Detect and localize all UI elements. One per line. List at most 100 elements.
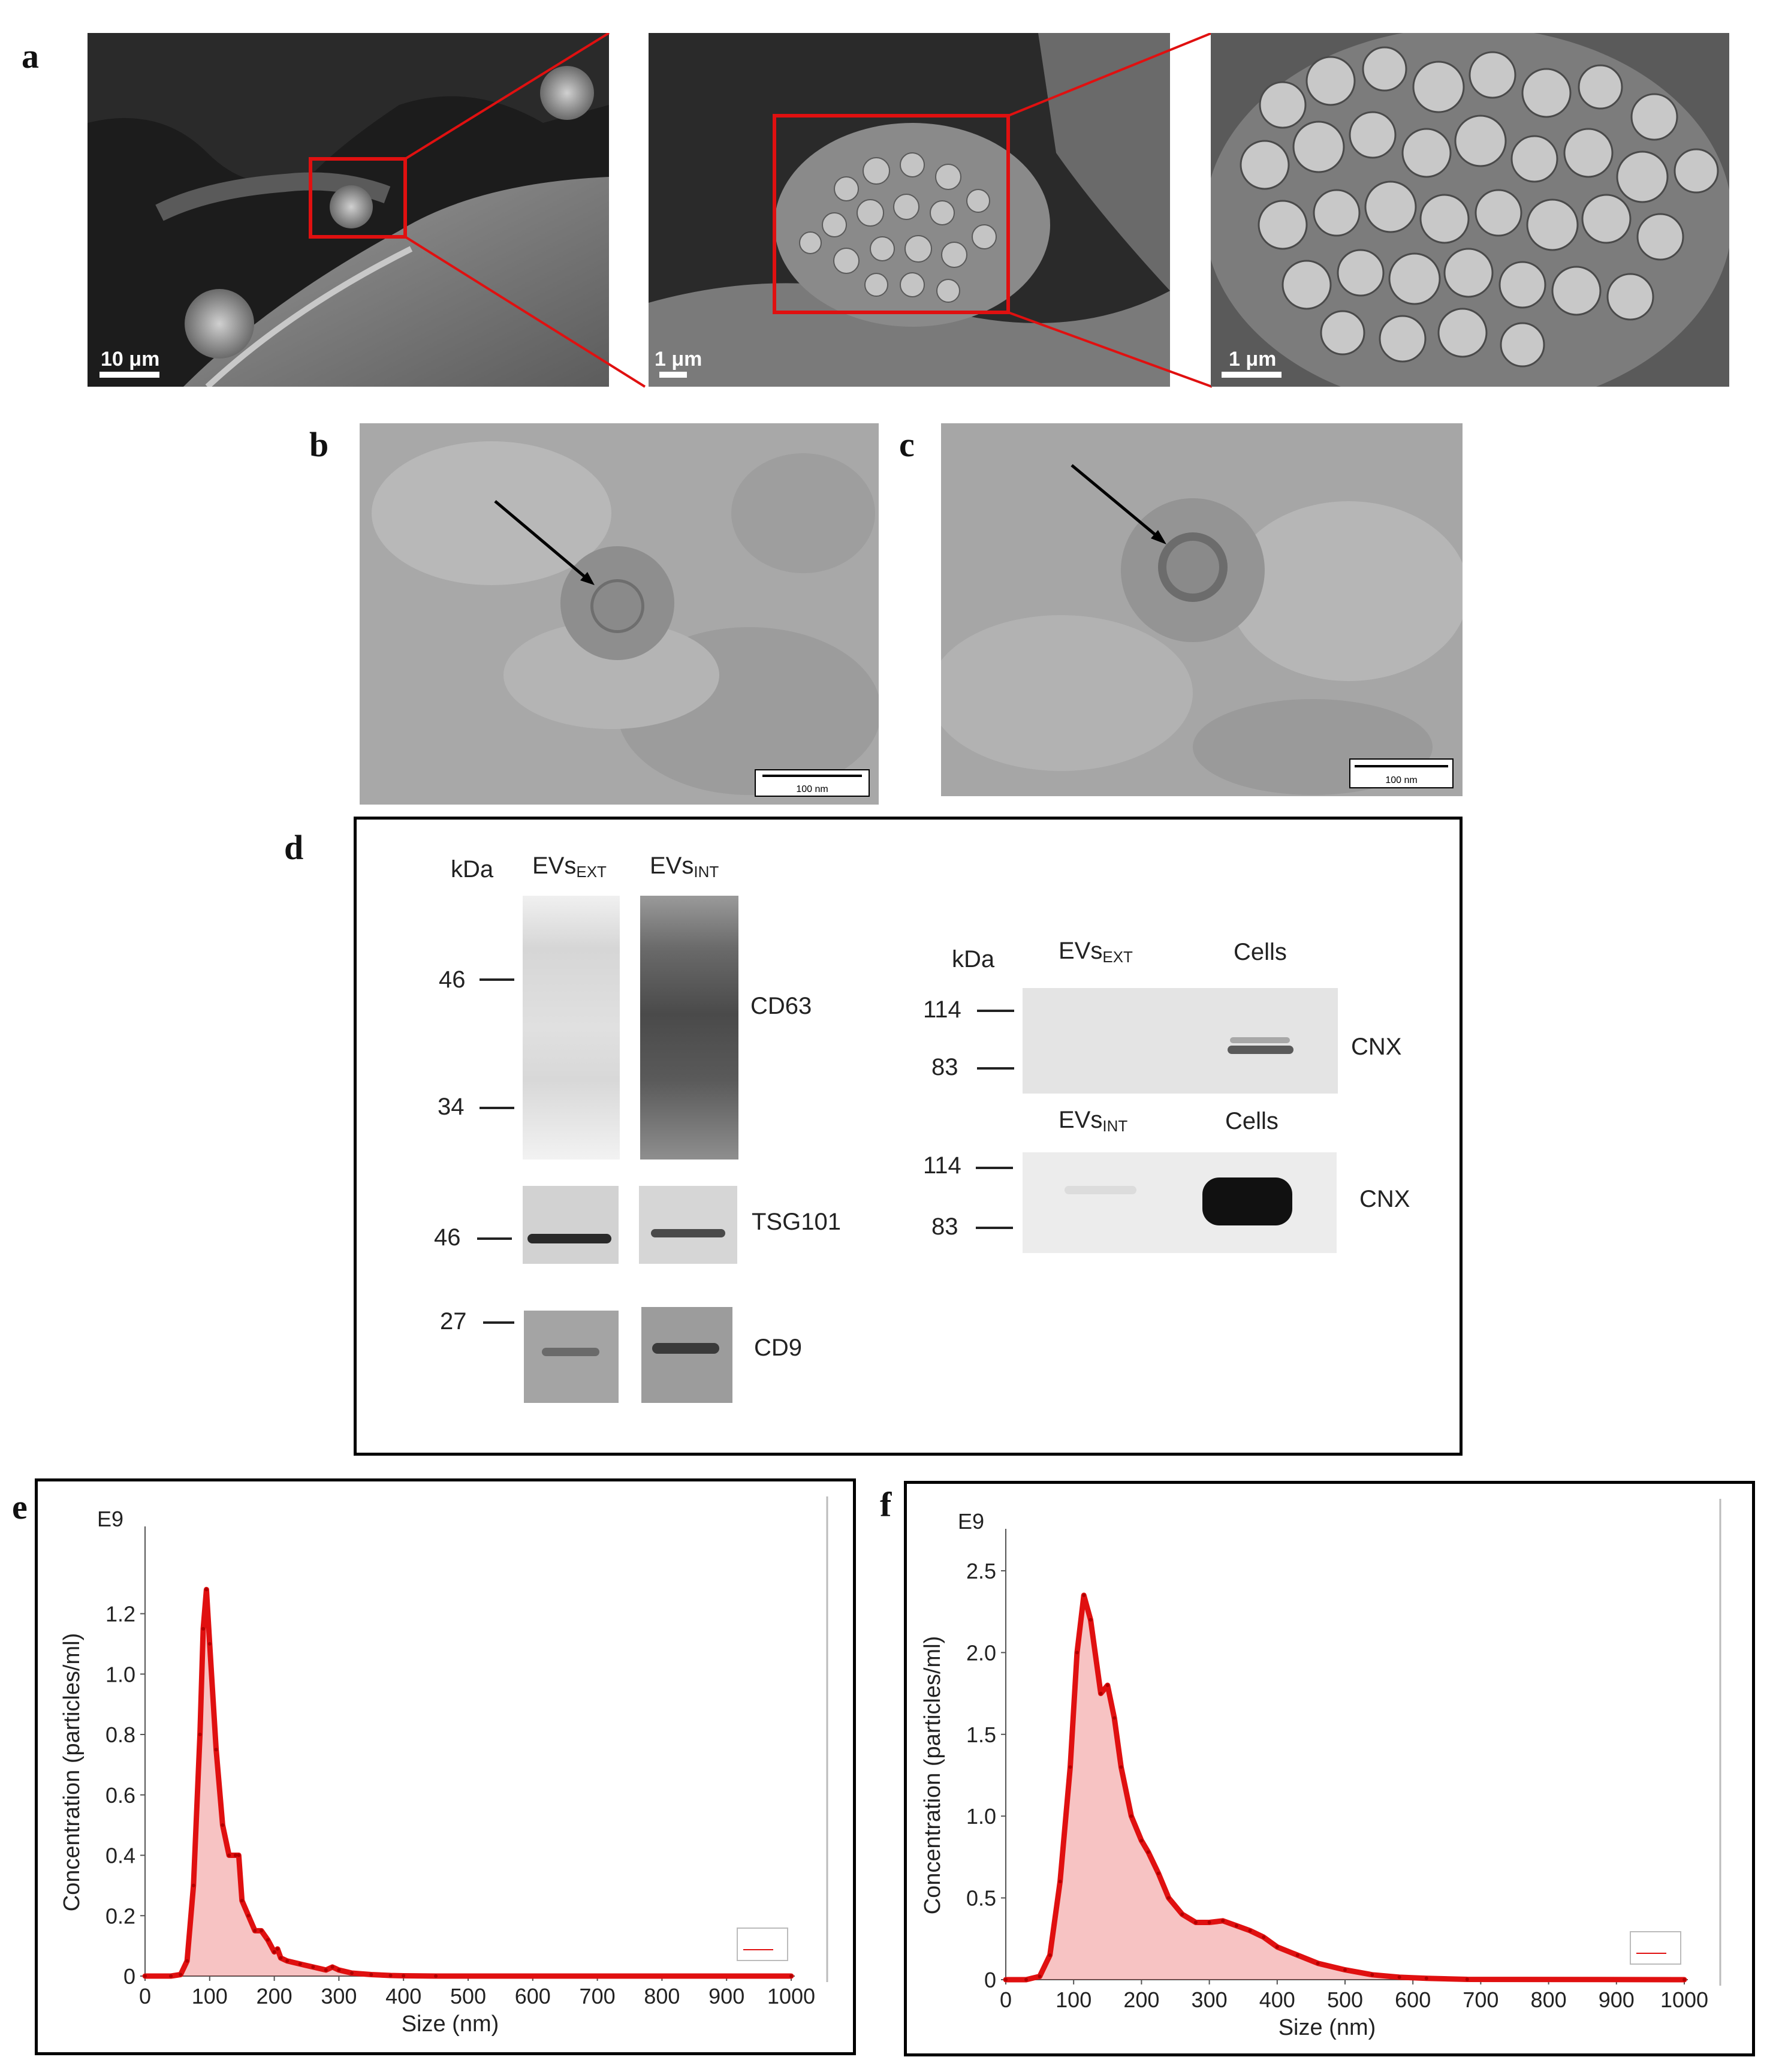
protein-label-cnx-bottom: CNX	[1359, 1186, 1410, 1212]
x-tick-label: 0	[139, 1984, 151, 2008]
panel-label-e: e	[12, 1487, 28, 1526]
marker-tick	[977, 1067, 1014, 1070]
marker-tick	[976, 1167, 1013, 1169]
data-point	[185, 1959, 189, 1963]
scalebar-label-a2: 1 μm	[655, 348, 702, 371]
data-point	[1048, 1953, 1052, 1957]
data-point	[1088, 1618, 1093, 1622]
data-point	[1343, 1968, 1347, 1972]
sem-image-high-mag: 1 μm	[1211, 33, 1729, 387]
protein-label-cd63: CD63	[750, 993, 812, 1019]
zoom-connector-2	[1008, 33, 1212, 388]
panel-f-frame	[904, 1481, 1755, 2056]
blot-cd9-evs-ext	[524, 1311, 619, 1403]
data-point	[369, 1972, 373, 1977]
data-point	[1221, 1919, 1225, 1923]
marker-tick	[477, 1237, 512, 1240]
scalebar-label-a3: 1 μm	[1229, 348, 1276, 371]
x-tick-label: 300	[1192, 1987, 1228, 2012]
marker-tick	[480, 1107, 514, 1109]
data-point	[221, 1823, 225, 1827]
x-tick-label: 100	[1056, 1987, 1091, 2012]
data-point	[260, 1929, 263, 1933]
panel-label-d: d	[284, 828, 304, 867]
tem-image-b: 100 nm	[360, 423, 879, 805]
data-point	[253, 1929, 257, 1933]
data-point	[1370, 1972, 1374, 1977]
data-point	[1004, 1978, 1008, 1981]
lane-label-cells-top: Cells	[1234, 939, 1287, 965]
data-point	[350, 1971, 354, 1975]
y-tick-label: 0.5	[966, 1886, 996, 1911]
data-point	[1316, 1961, 1320, 1965]
data-point	[1248, 1929, 1252, 1933]
y-multiplier-label: E9	[958, 1509, 984, 1534]
data-point	[1038, 1974, 1042, 1978]
data-point	[1105, 1684, 1109, 1687]
data-point	[1129, 1814, 1133, 1818]
data-point	[1024, 1978, 1028, 1981]
lane-label-evs-int: EVsINT	[650, 853, 719, 881]
kda-label-right: kDa	[952, 946, 995, 972]
data-point	[1234, 1924, 1238, 1928]
marker-114-bottom: 114	[923, 1152, 961, 1179]
y-tick-label: 0.4	[105, 1844, 135, 1868]
x-tick-label: 400	[1259, 1987, 1295, 2012]
x-tick-label: 1000	[767, 1984, 815, 2008]
panel-label-b: b	[309, 425, 329, 464]
data-point	[279, 1956, 283, 1960]
x-axis-label: Size (nm)	[1279, 2015, 1376, 2040]
x-tick-label: 500	[450, 1984, 486, 2008]
data-point	[143, 1974, 147, 1978]
lane-label-evs-int-right: EVsINT	[1059, 1107, 1128, 1135]
marker-83-bottom: 83	[931, 1213, 958, 1240]
scalebar-label-b: 100 nm	[796, 784, 828, 794]
data-point	[240, 1899, 244, 1903]
x-tick-label: 900	[708, 1984, 744, 2008]
marker-tick	[976, 1227, 1013, 1229]
data-point	[1068, 1765, 1072, 1769]
data-point	[1295, 1953, 1299, 1957]
y-axis-label: Concentration (particles/ml)	[59, 1633, 85, 1912]
data-point	[298, 1962, 302, 1966]
data-point	[272, 1950, 276, 1954]
data-point	[169, 1974, 173, 1978]
lane-label-evs-ext-right: EVsEXT	[1059, 938, 1133, 966]
data-point	[1682, 1978, 1686, 1981]
protein-label-cnx-top: CNX	[1351, 1034, 1402, 1060]
data-point	[1139, 1839, 1144, 1843]
legend-box	[1630, 1931, 1681, 1965]
data-point	[198, 1733, 202, 1736]
panel-label-c: c	[899, 425, 915, 464]
marker-34: 34	[438, 1094, 465, 1120]
panel-d-frame	[354, 817, 1463, 1456]
zoom-connector-1	[405, 33, 646, 388]
data-point	[1424, 1976, 1428, 1980]
y-multiplier-label: E9	[97, 1507, 123, 1531]
x-tick-label: 700	[580, 1984, 616, 2008]
x-tick-label: 900	[1599, 1987, 1635, 2012]
panel-label-f: f	[880, 1485, 892, 1524]
blot-cd63-evs-int	[640, 896, 738, 1160]
data-point	[1099, 1691, 1103, 1695]
series-area	[145, 1589, 791, 1976]
y-tick-label: 2.5	[966, 1559, 996, 1583]
data-point	[1275, 1945, 1279, 1949]
data-point	[227, 1853, 231, 1857]
x-tick-label: 800	[644, 1984, 680, 2008]
x-tick-label: 600	[515, 1984, 551, 2008]
y-tick-label: 1.5	[966, 1722, 996, 1747]
x-tick-label: 1000	[1660, 1987, 1708, 2012]
blot-cnx-evs-ext-cells	[1023, 988, 1338, 1094]
y-tick-label: 0	[984, 1968, 996, 1992]
data-point	[337, 1968, 341, 1972]
x-tick-label: 400	[385, 1984, 421, 2008]
series-area	[1006, 1595, 1684, 1980]
data-point	[789, 1974, 793, 1978]
panel-e-frame	[35, 1478, 856, 2055]
marker-tick	[977, 1010, 1014, 1012]
data-point	[434, 1974, 438, 1978]
scalebar-label-c: 100 nm	[1385, 775, 1417, 785]
data-point	[1465, 1977, 1469, 1981]
data-point	[204, 1588, 209, 1592]
